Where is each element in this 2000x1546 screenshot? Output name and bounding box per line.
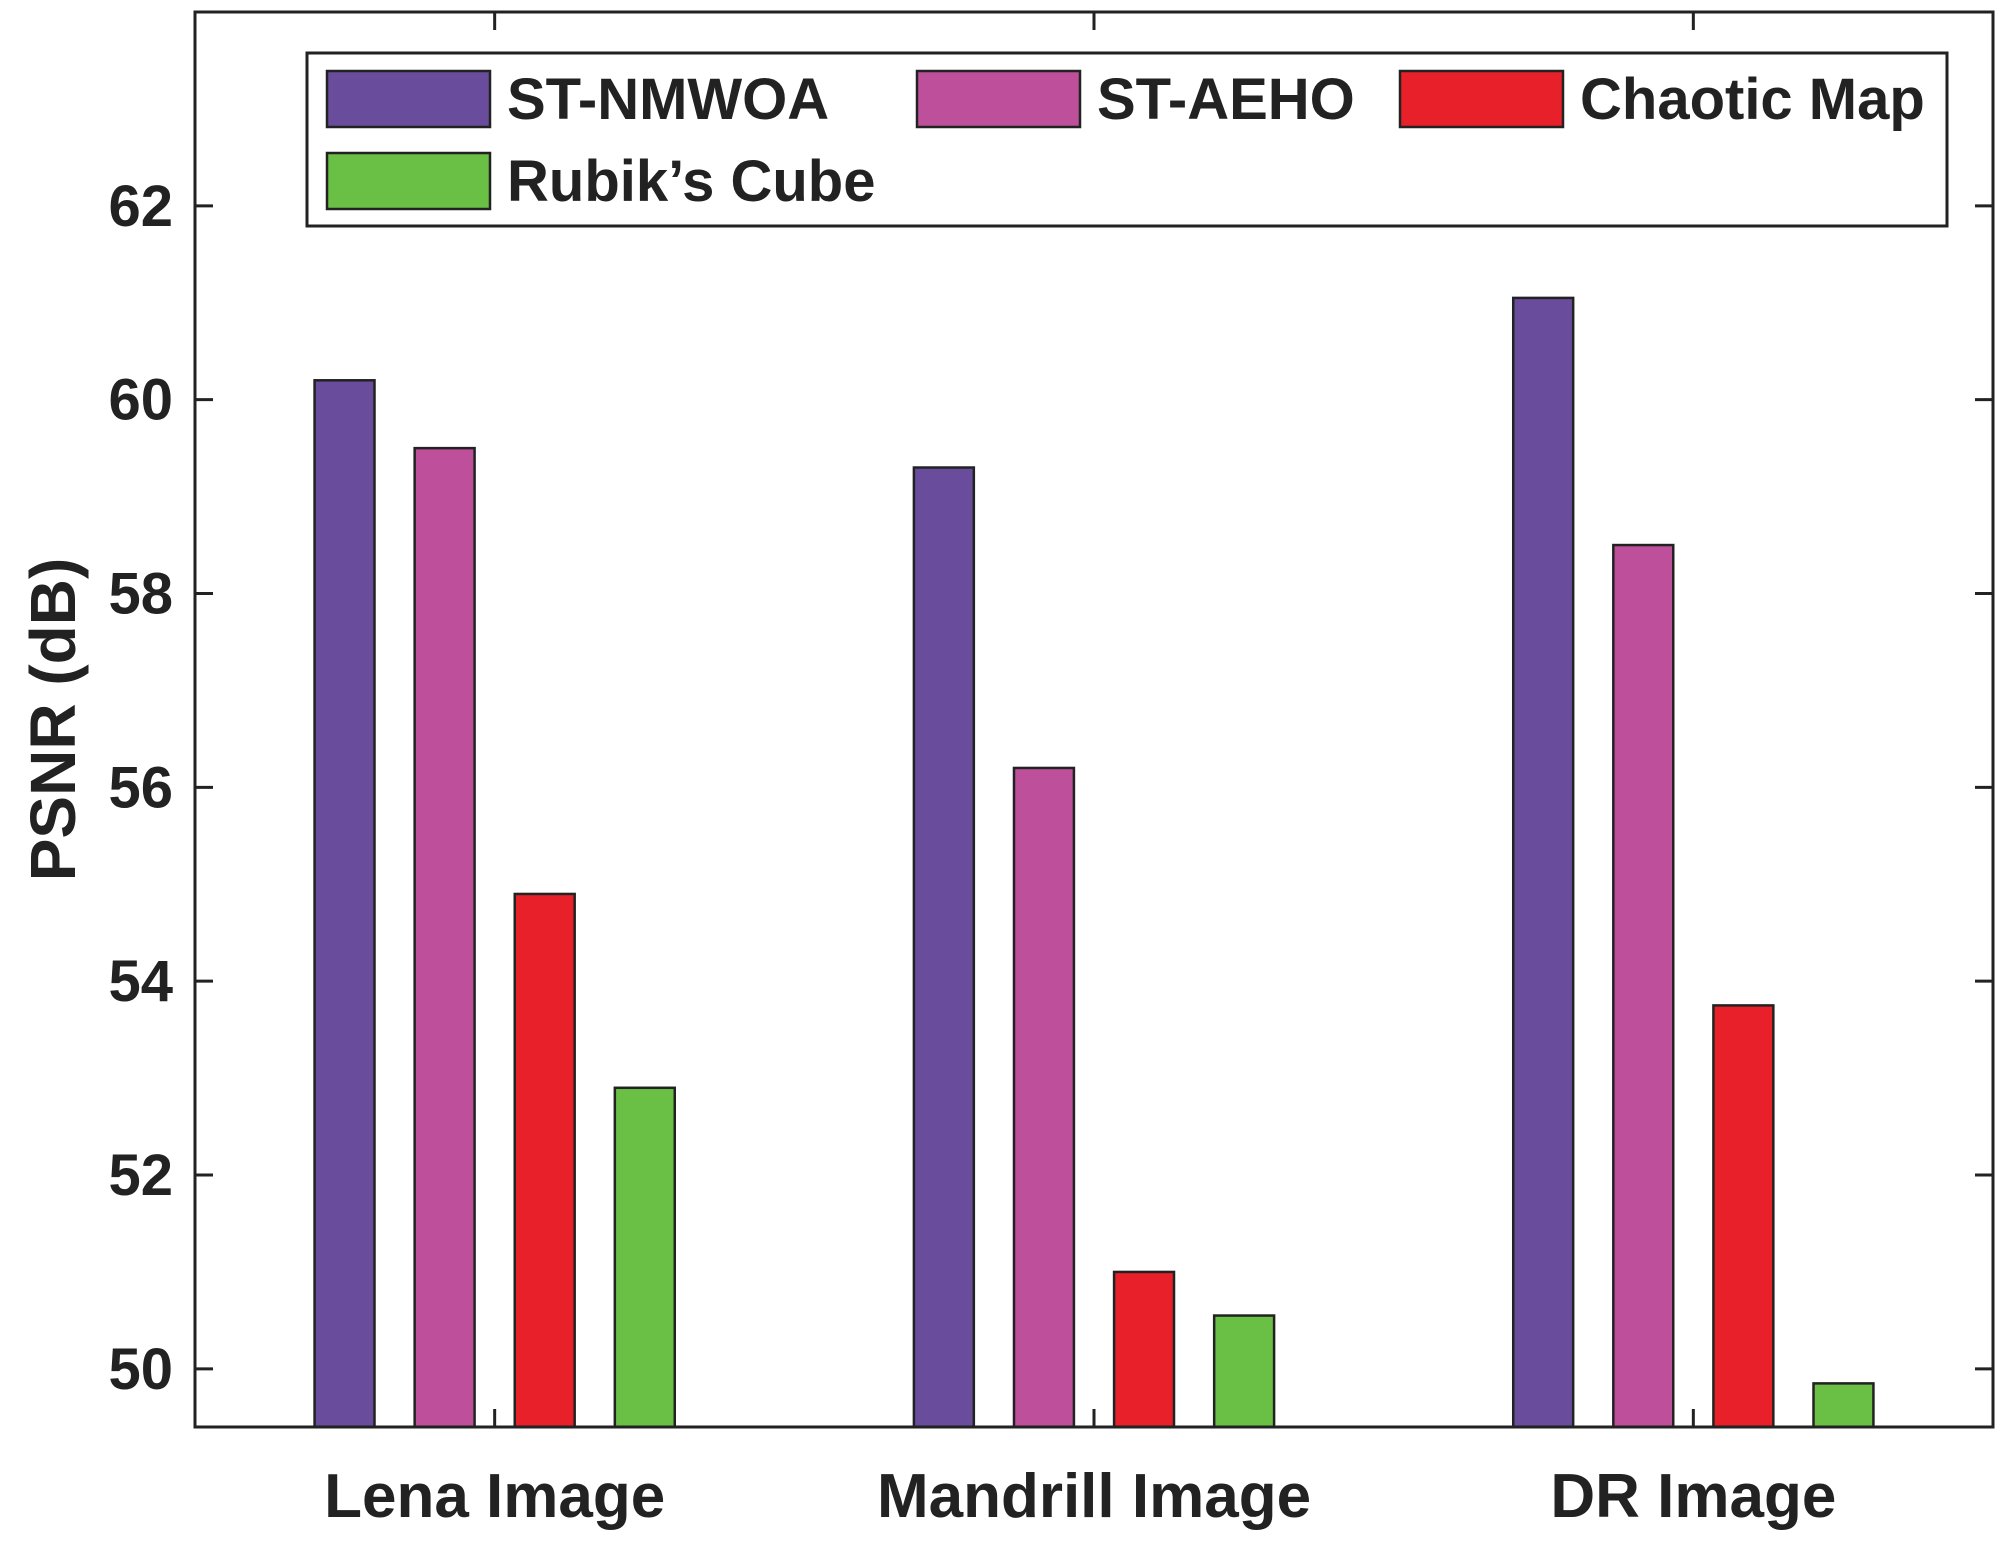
legend-label-rubik-s-cube: Rubik’s Cube: [507, 149, 875, 214]
bar-st-aeho-dr-image: [1612, 543, 1675, 1429]
ticks-layer: 50 52 54 56 58 60 62 Lena Image Mandrill Image DR…: [108, 12, 1993, 1531]
y-tick-label: 54: [108, 949, 173, 1014]
bars-layer: [313, 296, 1875, 1429]
y-tick-label: 52: [108, 1143, 173, 1208]
bar-rubik-s-cube-lena-image: [613, 1086, 677, 1429]
x-category-label: DR Image: [1550, 1462, 1836, 1531]
bar-st-aeho-lena-image: [413, 446, 476, 1429]
y-tick-label: 60: [108, 368, 173, 433]
legend-swatch-st-aeho: [915, 69, 1082, 129]
y-tick-label: 62: [108, 174, 173, 239]
legend: ST-NMWOA ST-AEHO Chaotic Map Rubik’s Cube: [305, 51, 1949, 228]
bar-rubik-s-cube-dr-image: [1812, 1382, 1875, 1429]
legend-swatch-st-nmwoa: [325, 69, 492, 129]
legend-label-chaotic-map: Chaotic Map: [1580, 67, 1925, 132]
legend-label-st-nmwoa: ST-NMWOA: [507, 67, 829, 132]
bar-st-nmwoa-lena-image: [313, 379, 376, 1429]
bar-chaotic-map-dr-image: [1712, 1004, 1775, 1429]
legend-box: [305, 51, 1949, 228]
bar-st-aeho-mandrill-image: [1012, 766, 1076, 1429]
bar-chaotic-map-lena-image: [513, 892, 576, 1429]
y-tick-label: 58: [108, 562, 173, 627]
legend-label-st-aeho: ST-AEHO: [1097, 67, 1355, 132]
legend-swatch-rubik-s-cube: [325, 151, 492, 211]
y-tick-label: 50: [108, 1337, 173, 1402]
x-category-label: Mandrill Image: [877, 1462, 1311, 1531]
bar-rubik-s-cube-mandrill-image: [1212, 1314, 1276, 1429]
x-category-label: Lena Image: [324, 1462, 665, 1531]
y-tick-label: 56: [108, 755, 173, 820]
y-axis-label: PSNR (dB): [17, 558, 89, 882]
bar-st-nmwoa-mandrill-image: [912, 466, 976, 1429]
bar-chaotic-map-mandrill-image: [1112, 1270, 1176, 1429]
legend-swatch-chaotic-map: [1398, 69, 1565, 129]
bar-st-nmwoa-dr-image: [1511, 296, 1575, 1429]
